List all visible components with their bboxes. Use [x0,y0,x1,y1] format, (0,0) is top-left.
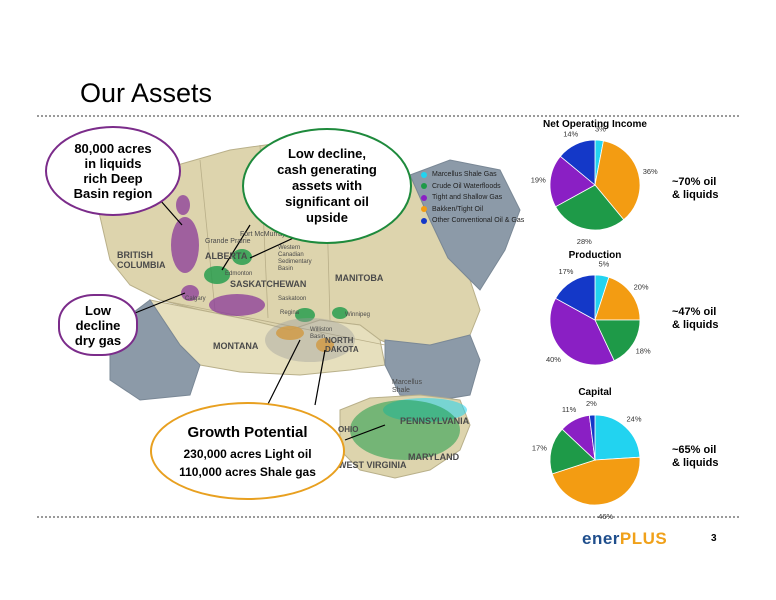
callout-heading: Growth Potential [187,423,308,441]
map-label: SASKATCHEWAN [230,279,306,289]
asset-areas [171,195,467,460]
map-label: Calgary [185,296,206,302]
map-label: MONTANA [213,341,259,351]
map-label: NORTH DAKOTA [325,336,359,354]
note-line: ~70% oil [672,176,717,188]
legend-swatch [421,206,427,213]
callout-line: 80,000 acres [74,141,152,156]
legend-entry: Bakken/Tight Oil [421,204,524,216]
us-midwest-region [384,334,481,401]
note-line: & liquids [672,189,719,201]
deep-basin-area [171,217,199,273]
bakken-area-1 [276,326,304,340]
map-label: MANITOBA [335,273,384,283]
page-title: Our Assets [80,78,213,108]
us-plains-region [148,299,386,376]
marcellus-overlay [350,400,460,460]
map-label: Regina [280,310,300,316]
callout-line: Basin region [73,186,153,201]
bottom-divider [37,516,739,518]
legend-swatch [421,183,427,190]
legend-label: Marcellus Shale Gas [432,171,497,179]
map-label: Fort McMurray [240,231,286,238]
tight-gas-area-north [176,195,190,215]
callout-line: significant oil [285,194,369,209]
callout-line: in liquids [84,156,142,171]
note-line: ~65% oil [672,444,717,456]
pie-title-noi: Net Operating Income [543,119,647,130]
map-label: Grande Prairie [205,238,251,245]
map-label: MARYLAND [408,452,460,462]
legend-label: Crude Oil Waterfloods [432,182,501,190]
map-label: Saskatoon [278,296,306,302]
map-label: Edmonton [225,271,252,277]
callout-line: Low [85,302,111,318]
callout-line: 230,000 acres Light oil [183,446,312,461]
waterflood-area-manitoba [332,307,348,319]
legend-entry: Crude Oil Waterfloods [421,181,524,193]
legend-label: Other Conventional Oil & Gas [432,217,525,225]
map-label: WEST VIRGINIA [338,460,407,470]
callout-line: cash generating [277,162,377,177]
map-label: ALBERTA [205,251,248,261]
callout-line: rich Deep [83,171,143,186]
legend-swatch [421,217,427,224]
legend-entry: Marcellus Shale Gas [421,169,524,181]
map-label: Williston Basin [310,327,332,340]
waterflood-area-sask [295,308,315,322]
map-label: BRITISH COLUMBIA [117,250,166,270]
note-line: & liquids [672,457,719,469]
legend-label: Bakken/Tight Oil [432,205,484,213]
bakken-area-2 [316,338,334,352]
legend-label: Tight and Shallow Gas [432,194,503,202]
note-line: & liquids [672,319,719,331]
callout-line: decline [75,317,121,333]
callout-deep-basin: 80,000 acres in liquids rich Deep Basin … [45,126,181,216]
enerplus-logo: enerPLUS [582,529,667,549]
legend-entry: Other Conventional Oil & Gas [421,215,524,227]
map-label: PENNSYLVANIA [400,416,470,426]
dry-gas-area [181,285,199,301]
logo-text-ener: ener [582,529,620,548]
top-divider [37,115,739,117]
callout-line: assets with [291,178,363,193]
pie-title-production: Production [568,250,622,261]
williston-basin-overlay [265,318,355,362]
callout-line: dry gas [74,332,122,348]
waterflood-area-east [232,249,252,265]
callout-low-decline-cash: Low decline, cash generating assets with… [242,128,412,244]
note-production: ~47% oil & liquids [672,306,718,332]
legend-swatch [421,171,427,178]
callout-low-decline-gas: Low decline dry gas [58,294,138,356]
legend-swatch [421,194,427,201]
map-label: Marcellus Shale [392,379,422,394]
note-noi: ~70% oil & liquids [672,176,718,202]
map-labels: BRITISH COLUMBIA ALBERTA SASKATCHEWAN MANITO… [117,231,470,470]
map-legend: Marcellus Shale Gas Crude Oil Waterfloods… [421,169,524,227]
page-number: 3 [711,533,717,544]
logo-text-plus: PLUS [619,529,668,548]
note-line: ~47% oil [672,306,717,318]
waterflood-area-central [204,266,230,284]
pie-title-capital: Capital [578,387,612,398]
map-label: Western Canadian Sedimentary Basin [278,245,312,272]
callout-line: 110,000 acres Shale gas [179,464,316,479]
callout-line: upside [306,210,348,225]
map-label: OHIO [338,425,358,434]
map-label: Winnipeg [345,312,370,318]
quebec-region [409,159,521,291]
note-capital: ~65% oil & liquids [672,444,718,470]
callout-line: Low decline, [287,146,366,161]
tight-gas-area-south [209,294,265,316]
callout-growth: Growth Potential 230,000 acres Light oil… [150,402,345,500]
legend-entry: Tight and Shallow Gas [421,192,524,204]
